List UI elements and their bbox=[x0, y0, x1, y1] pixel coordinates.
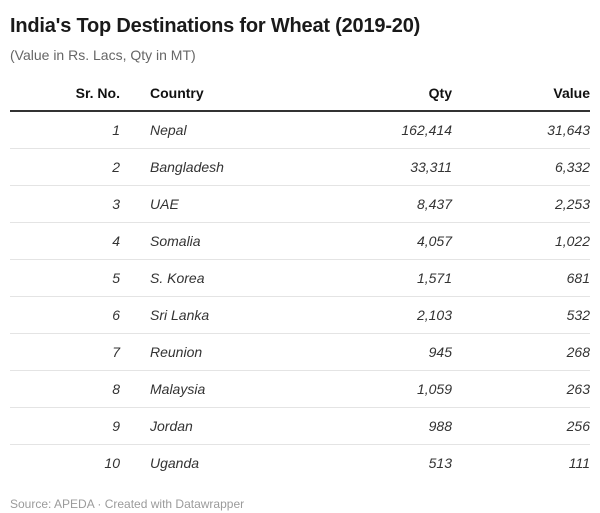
sr-no-cell: 7 bbox=[10, 333, 120, 371]
sr-no-cell: 3 bbox=[10, 185, 120, 223]
value-cell: 6,332 bbox=[452, 148, 590, 186]
value-cell: 111 bbox=[568, 455, 590, 471]
sr-no-cell: 8 bbox=[10, 370, 120, 408]
qty-cell: 8,437 bbox=[272, 185, 452, 223]
value-cell: 256 bbox=[452, 407, 590, 445]
source-attribution: Source: APEDA · Created with Datawrapper bbox=[10, 497, 245, 511]
sr-no-cell: 4 bbox=[10, 222, 120, 260]
qty-cell: 945 bbox=[272, 333, 452, 371]
table-header: Sr. No. Country Qty Value bbox=[10, 85, 590, 112]
table-row: 2 Bangladesh 33,311 6,332 bbox=[10, 148, 590, 186]
country-cell: Jordan bbox=[120, 407, 272, 445]
table-row: 6 Sri Lanka 2,103 532 bbox=[10, 296, 590, 334]
value-cell: 263 bbox=[452, 370, 590, 408]
country-cell: Sri Lanka bbox=[120, 296, 272, 334]
value-cell: 31,643 bbox=[452, 111, 590, 149]
sr-no-cell: 2 bbox=[10, 148, 120, 186]
table-row: 1 Nepal 162,414 31,643 bbox=[10, 111, 590, 149]
table-row: 5 S. Korea 1,571 681 bbox=[10, 259, 590, 297]
sr-no-cell: 1 bbox=[10, 111, 120, 149]
sr-no-cell: 10 bbox=[104, 455, 120, 471]
sr-no-cell: 5 bbox=[10, 259, 120, 297]
qty-cell: 1,571 bbox=[272, 259, 452, 297]
table-row: 9 Jordan 988 256 bbox=[10, 407, 590, 445]
table-row: 8 Malaysia 1,059 263 bbox=[10, 370, 590, 408]
column-header-sr-no: Sr. No. bbox=[10, 85, 120, 112]
value-cell: 2,253 bbox=[452, 185, 590, 223]
table-header-row: Sr. No. Country Qty Value bbox=[10, 85, 590, 112]
country-cell: Nepal bbox=[120, 111, 272, 149]
table-body: 1 Nepal 162,414 31,643 2 Bangladesh 33,3… bbox=[10, 111, 590, 481]
table-row: 7 Reunion 945 268 bbox=[10, 333, 590, 371]
country-cell: Somalia bbox=[120, 222, 272, 260]
country-cell: Uganda bbox=[150, 455, 200, 471]
column-header-country: Country bbox=[120, 85, 272, 112]
country-cell: Bangladesh bbox=[120, 148, 272, 186]
qty-cell: 988 bbox=[272, 407, 452, 445]
qty-cell: 513 bbox=[428, 455, 452, 471]
country-cell: Malaysia bbox=[120, 370, 272, 408]
column-header-value: Value bbox=[452, 85, 590, 112]
destinations-table: Sr. No. Country Qty Value 1 Nepal 162,41… bbox=[10, 85, 590, 481]
qty-cell: 2,103 bbox=[272, 296, 452, 334]
table-row: 4 Somalia 4,057 1,022 bbox=[10, 222, 590, 260]
column-header-qty: Qty bbox=[272, 85, 452, 112]
value-cell: 268 bbox=[452, 333, 590, 371]
qty-cell: 1,059 bbox=[272, 370, 452, 408]
country-cell: UAE bbox=[120, 185, 272, 223]
qty-cell: 4,057 bbox=[272, 222, 452, 260]
chart-subtitle: (Value in Rs. Lacs, Qty in MT) bbox=[10, 47, 196, 63]
value-cell: 681 bbox=[452, 259, 590, 297]
sr-no-cell: 9 bbox=[10, 407, 120, 445]
value-cell: 532 bbox=[452, 296, 590, 334]
country-cell: Reunion bbox=[120, 333, 272, 371]
table-row: 3 UAE 8,437 2,253 bbox=[10, 185, 590, 223]
country-cell: S. Korea bbox=[120, 259, 272, 297]
qty-cell: 33,311 bbox=[272, 148, 452, 186]
value-cell: 1,022 bbox=[452, 222, 590, 260]
table-row: 10 Uganda 513 111 bbox=[10, 445, 590, 482]
qty-cell: 162,414 bbox=[272, 111, 452, 149]
sr-no-cell: 6 bbox=[10, 296, 120, 334]
page-title: India's Top Destinations for Wheat (2019… bbox=[10, 15, 421, 37]
